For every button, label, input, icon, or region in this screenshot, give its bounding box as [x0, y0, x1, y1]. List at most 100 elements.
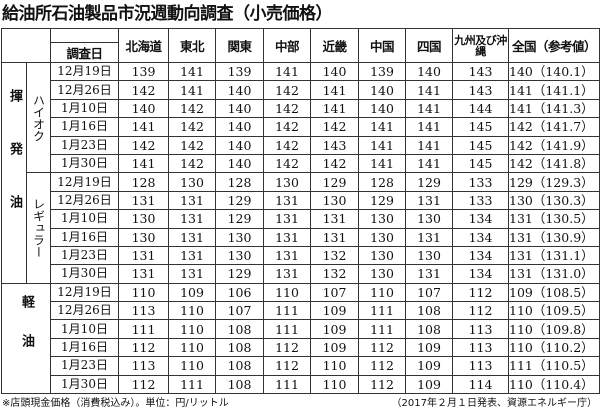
price-cell: 142	[118, 135, 169, 155]
price-cell: 131	[263, 227, 311, 247]
price-cell: 107	[310, 282, 359, 303]
table-row: 12月26日 142 141 140 142 141 140 141 143 141（141.1）	[2, 80, 600, 100]
price-cell: 134	[452, 264, 509, 284]
table-row: 1月23日 113 110 108 112 110 112 109 113 111（110.5）	[2, 356, 600, 376]
national-price-cell: 110（109.5）	[508, 301, 600, 321]
price-cell: 131	[118, 264, 169, 284]
price-cell: 141	[118, 117, 169, 137]
price-cell: 129	[405, 172, 453, 192]
national-price-cell: 111（110.5）	[508, 356, 600, 376]
price-cell: 130	[358, 209, 406, 229]
price-cell: 114	[452, 374, 509, 395]
price-cell: 113	[118, 356, 169, 376]
table-row: 1月16日 141 142 140 142 142 141 141 145 142（141.7）	[2, 117, 600, 137]
price-cell: 110	[168, 356, 216, 376]
table-row: 1月23日 142 142 140 142 143 141 141 145 142（141.9）	[2, 135, 600, 155]
price-cell: 110	[263, 282, 311, 303]
price-cell: 145	[452, 117, 509, 137]
source-note: （2017年２月１日発表、資源エネルギー庁）	[391, 398, 597, 409]
price-cell: 111	[118, 319, 169, 339]
price-cell: 128	[118, 172, 169, 192]
price-cell: 107	[405, 282, 453, 303]
national-price-cell: 131（131.1）	[508, 245, 600, 266]
group-label-text: 揮発油	[7, 88, 22, 248]
price-cell: 110	[168, 301, 216, 321]
price-cell: 113	[452, 356, 509, 376]
price-cell: 130	[215, 227, 264, 247]
price-cell: 145	[452, 135, 509, 155]
price-cell: 108	[405, 319, 453, 339]
price-cell: 110	[168, 319, 216, 339]
table-row: 1月30日 141 142 140 142 142 141 141 145 142（141.8）	[2, 153, 600, 174]
survey-date: 1月16日	[50, 227, 119, 247]
price-cell: 110	[118, 282, 169, 303]
price-cell: 140	[215, 135, 264, 155]
price-cell: 142	[263, 80, 311, 100]
price-cell: 129	[215, 264, 264, 284]
survey-date: 1月23日	[50, 245, 119, 266]
national-price-cell: 129（129.3）	[508, 172, 600, 192]
price-cell: 131	[310, 227, 359, 247]
subgroup-label: ハイオク	[26, 61, 51, 174]
price-cell: 141	[118, 153, 169, 174]
corner-cell	[1, 28, 51, 63]
col-national: 全国（参考値）	[508, 28, 600, 63]
price-cell: 111	[263, 301, 311, 321]
price-cell: 111	[263, 374, 311, 395]
price-cell: 133	[452, 190, 509, 211]
survey-date: 1月30日	[50, 374, 119, 395]
table-row: 軽油 12月19日 110 109 106 110 107 110 107 112 109（108.…	[1, 282, 600, 395]
price-cell: 129	[358, 190, 406, 211]
group-label: 揮発油	[1, 62, 27, 284]
survey-date: 1月16日	[50, 337, 119, 358]
price-cell: 130	[263, 172, 311, 192]
price-cell: 141	[405, 153, 453, 174]
national-price-cell: 110（110.4）	[508, 374, 600, 395]
price-cell: 131	[118, 245, 169, 266]
price-cell: 108	[215, 337, 264, 358]
price-cell: 141	[310, 80, 359, 100]
price-cell: 129	[215, 190, 264, 211]
page-title: 給油所石油製品市況週動向調査（小売価格）	[2, 4, 333, 24]
price-cell: 112	[452, 301, 509, 321]
national-price-cell: 141（141.1）	[508, 80, 600, 100]
price-cell: 131	[263, 245, 311, 266]
price-cell: 141	[310, 98, 359, 119]
price-cell: 141	[405, 135, 453, 155]
price-cell: 112	[358, 374, 406, 395]
price-cell: 131	[168, 190, 216, 211]
price-cell: 131	[310, 209, 359, 229]
table-row: 1月16日 130 131 130 131 131 130 131 134 131（130.9）	[2, 227, 600, 247]
price-cell: 140	[118, 98, 169, 119]
price-cell: 142	[263, 153, 311, 174]
col-hokkaido: 北海道	[118, 28, 169, 63]
price-cell: 106	[215, 282, 264, 303]
col-chubu: 中部	[263, 28, 311, 63]
price-cell: 130	[358, 264, 406, 284]
national-price-cell: 142（141.7）	[508, 117, 600, 137]
survey-date: 1月16日	[50, 117, 119, 137]
price-cell: 113	[452, 319, 509, 339]
price-cell: 110	[310, 356, 359, 376]
price-cell: 143	[452, 80, 509, 100]
price-cell: 131	[168, 209, 216, 229]
price-cell: 142	[263, 135, 311, 155]
price-cell: 112	[263, 356, 311, 376]
price-cell: 130	[358, 245, 406, 266]
price-cell: 130	[405, 245, 453, 266]
table-row: 1月10日 111 110 108 111 109 111 108 113 110（109.8）	[2, 319, 600, 339]
price-cell: 107	[215, 301, 264, 321]
survey-date: 12月26日	[50, 190, 119, 211]
price-cell: 134	[452, 245, 509, 266]
price-cell: 108	[215, 319, 264, 339]
price-cell: 109	[310, 301, 359, 321]
col-kyushu-okinawa: 九州及び沖縄	[452, 28, 509, 63]
table-row: 1月10日 130 131 129 131 131 130 130 134 131（130.5）	[2, 209, 600, 229]
price-cell: 112	[358, 337, 406, 358]
price-cell: 133	[452, 172, 509, 192]
survey-date: 12月19日	[50, 172, 119, 192]
price-cell: 132	[310, 245, 359, 266]
national-price-cell: 131（131.0）	[508, 264, 600, 284]
national-price-cell: 131（130.5）	[508, 209, 600, 229]
price-cell: 130	[118, 227, 169, 247]
